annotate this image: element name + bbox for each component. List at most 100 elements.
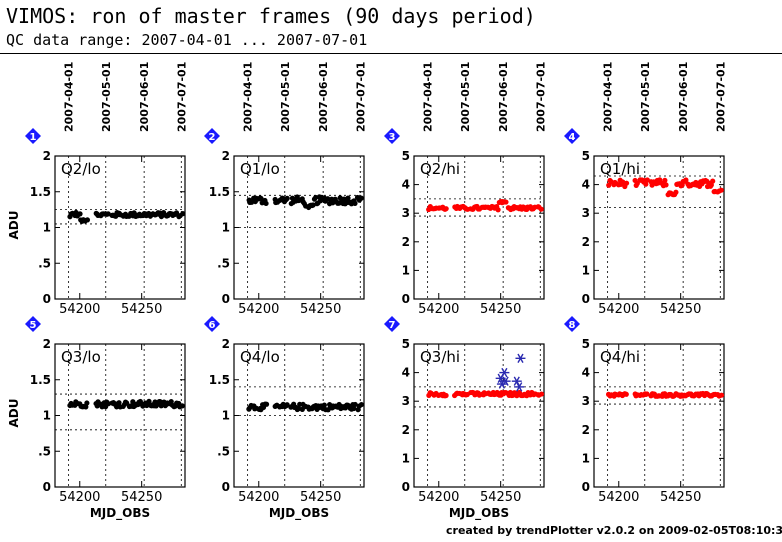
data-point xyxy=(84,400,90,406)
y-tick-label: 2 xyxy=(402,235,410,249)
y-axis-label: ADU xyxy=(7,399,21,428)
panel-6: 6 0 .5 1 1.5 2 54200 54250 Q4/lo MJD_OBS xyxy=(204,316,365,521)
date-tick-label: 2007-05-01 xyxy=(459,62,472,132)
y-tick-label: 1 xyxy=(582,451,590,465)
x-tick-label: 54200 xyxy=(598,302,639,317)
date-tick-label: 2007-07-01 xyxy=(714,62,727,132)
x-axis-label: MJD_OBS xyxy=(90,506,150,521)
data-point xyxy=(718,392,725,398)
data-point xyxy=(263,401,270,407)
panel-badge-icon xyxy=(204,316,220,332)
y-tick-label: 5 xyxy=(582,337,590,351)
y-tick-label: 4 xyxy=(402,178,410,192)
y-tick-label: 4 xyxy=(582,366,590,380)
date-tick-label: 2007-04-01 xyxy=(602,62,615,132)
y-tick-label: 1.5 xyxy=(209,373,230,387)
plot-frame xyxy=(593,155,725,300)
x-axis-label: MJD_OBS xyxy=(269,506,329,521)
outlier-star-marker xyxy=(499,367,510,378)
data-point xyxy=(351,405,357,412)
panel-badge-number: 1 xyxy=(30,132,37,143)
date-tick-label: 2007-07-01 xyxy=(534,62,547,132)
y-tick-label: 3 xyxy=(582,394,590,408)
y-tick-label: 5 xyxy=(582,149,590,163)
date-tick-label: 2007-04-01 xyxy=(242,62,255,132)
data-point xyxy=(130,399,136,405)
panel-badge-icon xyxy=(204,128,220,144)
y-tick-label: .5 xyxy=(38,444,51,458)
date-tick-label: 2007-07-01 xyxy=(354,62,367,132)
plot-frame xyxy=(413,155,545,300)
data-point xyxy=(358,195,364,201)
x-tick-label: 54200 xyxy=(59,490,100,505)
panel-label: Q3/lo xyxy=(61,348,101,366)
data-point xyxy=(538,391,545,397)
y-tick-label: 0 xyxy=(582,480,590,494)
y-tick-label: .5 xyxy=(217,444,230,458)
data-point xyxy=(623,180,630,186)
data-point xyxy=(258,195,264,202)
panel-badge-icon xyxy=(564,316,580,332)
date-tick-label: 2007-06-01 xyxy=(317,62,330,132)
y-tick-label: 5 xyxy=(402,149,410,163)
panel-label: Q3/hi xyxy=(420,348,460,366)
data-point xyxy=(116,400,122,406)
date-tick-label: 2007-06-01 xyxy=(138,62,151,132)
y-tick-label: 3 xyxy=(402,394,410,408)
panel-label: Q1/hi xyxy=(600,160,640,178)
date-tick-label: 2007-05-01 xyxy=(100,62,113,132)
panel-badge-icon xyxy=(384,128,400,144)
data-point xyxy=(84,217,91,223)
y-tick-label: 1 xyxy=(402,451,410,465)
panel-badge-number: 5 xyxy=(30,320,37,331)
y-tick-label: 0 xyxy=(582,292,590,306)
data-point xyxy=(284,402,290,408)
data-point xyxy=(718,187,724,193)
y-tick-label: 1 xyxy=(402,263,410,277)
x-tick-label: 54200 xyxy=(238,490,279,505)
panel-label: Q4/lo xyxy=(240,348,280,366)
outlier-star-marker xyxy=(514,382,525,392)
y-tick-label: 4 xyxy=(582,178,590,192)
outlier-star-marker xyxy=(500,376,511,386)
y-tick-label: 2 xyxy=(43,149,51,163)
panel-3: 3 2007-04-01 2007-05-01 2007-06-01 2007-07-0… xyxy=(384,62,547,317)
date-tick-label: 2007-06-01 xyxy=(497,62,510,132)
panel-label: Q2/hi xyxy=(420,160,460,178)
plot-frame xyxy=(593,343,725,488)
plot-frame xyxy=(413,343,545,488)
panel-1: 1 2007-04-01 2007-05-01 2007-06-01 2007-07-0… xyxy=(7,62,188,317)
y-tick-label: 0 xyxy=(43,480,51,494)
panel-label: Q1/lo xyxy=(240,160,280,178)
data-point xyxy=(284,195,290,201)
panel-badge-number: 3 xyxy=(389,132,396,143)
data-point xyxy=(345,195,351,201)
y-tick-label: 1 xyxy=(222,409,230,423)
x-tick-label: 54250 xyxy=(480,302,521,317)
data-point xyxy=(358,401,365,408)
data-point xyxy=(443,206,449,212)
data-point xyxy=(179,403,185,409)
panel-5: 5 0 .5 1 1.5 2 54200 54250 Q3/lo ADU MJD_OBS xyxy=(7,316,186,521)
y-tick-label: 1 xyxy=(582,263,590,277)
data-point xyxy=(644,391,650,397)
data-point xyxy=(263,200,269,207)
y-tick-label: 2 xyxy=(43,337,51,351)
date-tick-label: 2007-07-01 xyxy=(175,62,188,132)
data-point xyxy=(708,182,714,188)
data-point xyxy=(643,181,649,187)
panel-badge-number: 4 xyxy=(569,132,576,143)
panel-badge-number: 8 xyxy=(569,320,576,331)
x-tick-label: 54200 xyxy=(59,302,100,317)
y-tick-label: 4 xyxy=(402,366,410,380)
panel-badge-icon xyxy=(564,128,580,144)
date-tick-label: 2007-04-01 xyxy=(422,62,435,132)
data-point xyxy=(663,182,669,188)
x-tick-label: 54200 xyxy=(598,490,639,505)
panel-badge-number: 6 xyxy=(209,320,216,331)
data-point xyxy=(77,211,83,217)
date-tick-label: 2007-06-01 xyxy=(677,62,690,132)
outlier-star-marker xyxy=(511,376,522,386)
y-tick-label: 0 xyxy=(222,292,230,306)
data-point xyxy=(495,207,501,213)
